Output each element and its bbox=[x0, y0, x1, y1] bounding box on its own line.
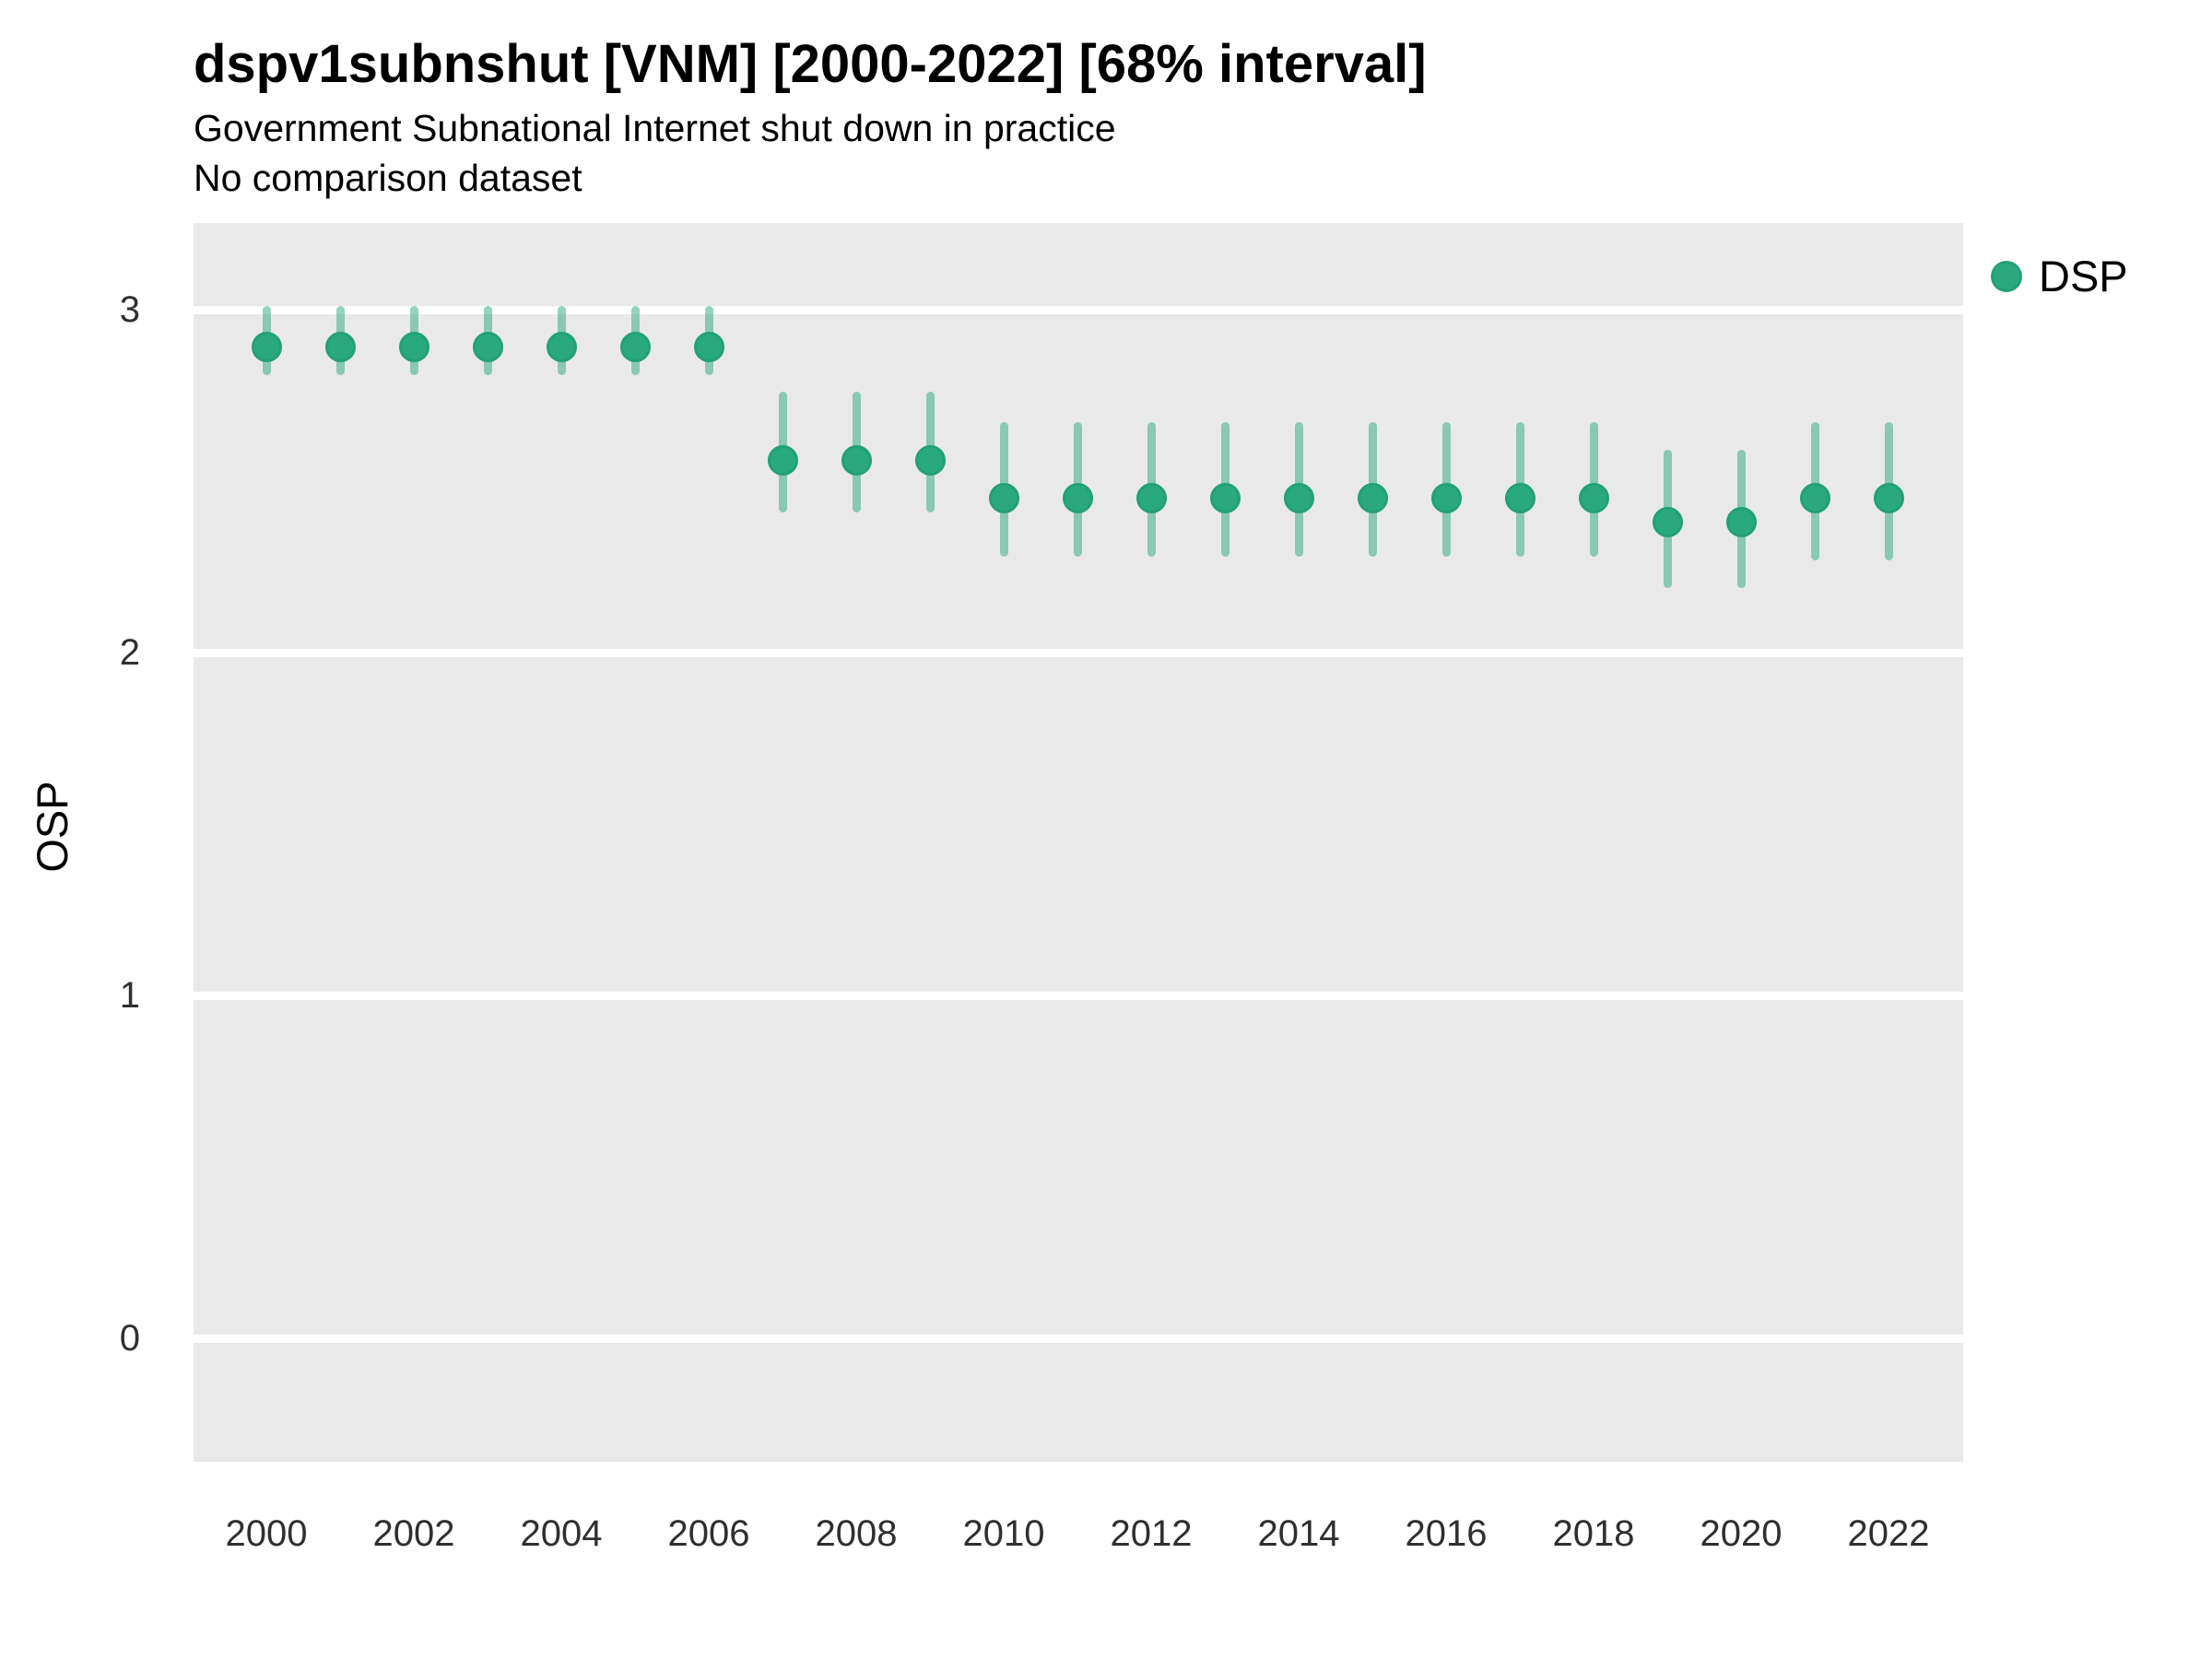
data-point-2003 bbox=[472, 332, 503, 363]
data-point-2000 bbox=[251, 332, 282, 363]
data-point-2018 bbox=[1578, 483, 1609, 514]
gridline-y-0 bbox=[194, 1335, 1963, 1343]
y-tick-label-0: 0 bbox=[119, 1318, 140, 1359]
x-tick-label-2010: 2010 bbox=[962, 1513, 1045, 1554]
data-point-2010 bbox=[988, 483, 1019, 514]
y-axis-title: OSP bbox=[28, 781, 76, 873]
x-tick-label-2016: 2016 bbox=[1405, 1513, 1488, 1554]
data-point-2022 bbox=[1873, 483, 1904, 514]
data-point-2009 bbox=[914, 445, 946, 477]
chart-note: No comparison dataset bbox=[194, 157, 582, 199]
data-point-2013 bbox=[1209, 483, 1241, 514]
data-point-2015 bbox=[1357, 483, 1388, 514]
plot-panel bbox=[194, 223, 1963, 1462]
x-tick-label-2020: 2020 bbox=[1700, 1513, 1783, 1554]
data-point-2016 bbox=[1430, 483, 1462, 514]
x-tick-label-2000: 2000 bbox=[225, 1513, 308, 1554]
data-point-2017 bbox=[1504, 483, 1535, 514]
data-point-2007 bbox=[767, 445, 798, 477]
data-point-2021 bbox=[1799, 483, 1830, 514]
data-point-2004 bbox=[546, 332, 577, 363]
data-point-2008 bbox=[841, 445, 872, 477]
data-point-2011 bbox=[1062, 483, 1093, 514]
y-tick-label-2: 2 bbox=[119, 632, 140, 673]
data-point-2020 bbox=[1725, 507, 1757, 538]
data-point-2002 bbox=[398, 332, 429, 363]
legend: DSP bbox=[1991, 252, 2128, 300]
gridline-y-3 bbox=[194, 306, 1963, 314]
x-tick-label-2006: 2006 bbox=[667, 1513, 750, 1554]
gridline-y-2 bbox=[194, 649, 1963, 657]
x-tick-label-2002: 2002 bbox=[372, 1513, 455, 1554]
data-point-2014 bbox=[1283, 483, 1314, 514]
legend-point-icon bbox=[1991, 261, 2022, 292]
x-tick-label-2012: 2012 bbox=[1110, 1513, 1193, 1554]
legend-label: DSP bbox=[2039, 252, 2128, 300]
data-point-2006 bbox=[693, 332, 724, 363]
gridline-y-1 bbox=[194, 992, 1963, 1000]
y-tick-label-1: 1 bbox=[119, 975, 140, 1016]
data-point-2001 bbox=[324, 332, 356, 363]
x-tick-label-2018: 2018 bbox=[1552, 1513, 1635, 1554]
chart-title: dspv1subnshut [VNM] [2000-2022] [68% int… bbox=[194, 34, 1427, 94]
x-tick-label-2022: 2022 bbox=[1847, 1513, 1930, 1554]
x-tick-label-2014: 2014 bbox=[1257, 1513, 1340, 1554]
y-tick-label-3: 3 bbox=[119, 289, 140, 330]
x-tick-label-2004: 2004 bbox=[520, 1513, 603, 1554]
data-point-2019 bbox=[1652, 507, 1683, 538]
data-point-2012 bbox=[1135, 483, 1167, 514]
chart-subtitle: Government Subnational Internet shut dow… bbox=[194, 107, 1116, 149]
data-point-2005 bbox=[619, 332, 651, 363]
x-tick-label-2008: 2008 bbox=[815, 1513, 898, 1554]
